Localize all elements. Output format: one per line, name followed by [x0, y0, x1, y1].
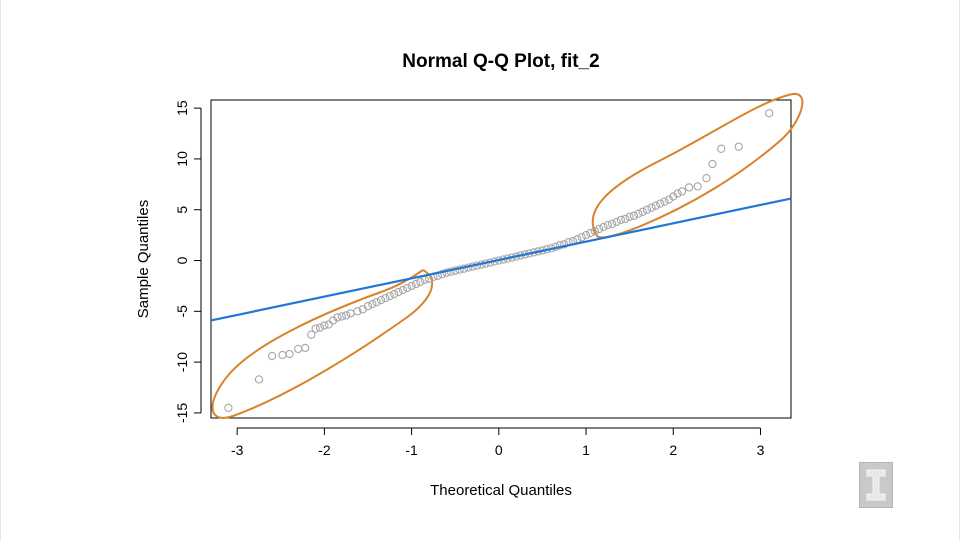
qq-point: [381, 293, 390, 303]
x-axis-label: Theoretical Quantiles: [430, 482, 572, 499]
qq-point: [324, 320, 333, 329]
qq-point: [734, 142, 743, 151]
y-axis-label: Sample Quantiles: [135, 200, 152, 318]
qq-point: [394, 287, 403, 297]
qq-point: [634, 209, 643, 218]
qq-point: [267, 351, 277, 361]
qq-point: [346, 309, 355, 318]
qq-point: [363, 302, 373, 311]
qq-point: [616, 215, 626, 225]
x-tick-label: -1: [405, 442, 418, 458]
qq-point: [612, 217, 621, 227]
qq-point: [573, 235, 582, 244]
qq-point: [642, 205, 652, 214]
qq-point: [342, 311, 351, 320]
qq-point: [294, 344, 303, 354]
qq-point: [625, 212, 634, 221]
qq-point: [437, 270, 447, 279]
chart-title: Normal Q-Q Plot, fit_2: [402, 51, 599, 72]
qq-point: [717, 144, 726, 153]
qq-point: [651, 201, 660, 210]
qq-point: [411, 279, 421, 289]
qq-point: [608, 219, 617, 229]
qq-point: [599, 222, 608, 232]
qq-point: [656, 199, 665, 208]
qq-point: [669, 192, 678, 201]
qq-point: [403, 283, 412, 293]
y-tick-label: 15: [174, 100, 190, 116]
qq-point: [407, 281, 416, 291]
qq-point: [629, 211, 639, 220]
block-i-icon: [866, 469, 886, 501]
qq-point: [581, 230, 591, 240]
reference-line-layer: [210, 197, 792, 322]
qq-point: [311, 324, 320, 333]
x-tick-label: 3: [757, 442, 765, 458]
y-tick-label: -15: [174, 403, 190, 423]
qq-point: [254, 375, 264, 384]
qq-point: [372, 298, 381, 307]
x-tick-label: -3: [231, 442, 244, 458]
qq-point: [647, 203, 656, 212]
qq-point: [337, 312, 346, 321]
x-tick-label: 1: [582, 442, 590, 458]
qq-point: [224, 403, 233, 412]
qq-point: [390, 289, 399, 299]
qq-point: [586, 228, 595, 238]
qq-point: [765, 109, 774, 118]
qq-point: [677, 187, 687, 196]
upper-tail-ellipse: [591, 92, 804, 239]
qq-point: [577, 233, 586, 242]
y-tick-label: 0: [174, 256, 190, 264]
qq-point: [385, 291, 394, 301]
qq-point: [333, 313, 342, 322]
qq-point: [702, 174, 711, 183]
qq-point: [693, 182, 702, 191]
qq-point: [673, 189, 682, 198]
qq-point: [590, 226, 599, 236]
qq-point: [621, 214, 630, 224]
qq-reference-line: [210, 197, 792, 322]
y-tick-label: 5: [174, 206, 190, 214]
x-tick-label: 0: [495, 442, 503, 458]
annotation-layer: [211, 92, 804, 419]
qq-point: [368, 300, 377, 309]
y-tick-label: 10: [174, 151, 190, 167]
qq-point: [416, 277, 425, 287]
qq-point: [301, 343, 310, 353]
qq-point: [638, 207, 647, 216]
lower-tail-ellipse: [211, 269, 434, 419]
x-tick-label: -2: [318, 442, 331, 458]
qq-point: [353, 307, 362, 316]
qq-point: [603, 220, 612, 230]
qq-point: [315, 323, 325, 332]
plot-area: [210, 99, 792, 419]
y-tick-label: -5: [174, 305, 190, 318]
qq-point: [307, 330, 316, 339]
qq-point: [285, 349, 294, 359]
y-tick-label: -10: [174, 352, 190, 372]
qq-point: [594, 224, 604, 234]
qq-point: [278, 350, 287, 360]
university-logo-icon: [859, 462, 893, 508]
qq-point: [660, 197, 669, 206]
qq-point: [320, 321, 329, 330]
x-axis: -3 -2 -1 0 1 2 3: [231, 427, 765, 458]
qq-point: [684, 183, 694, 192]
qq-point: [560, 240, 569, 249]
x-tick-label: 2: [669, 442, 677, 458]
qq-point: [376, 295, 386, 305]
qq-point: [708, 159, 717, 169]
y-axis: -15 -10 -5 0 5 10 15: [174, 100, 202, 423]
qq-point: [398, 285, 408, 295]
